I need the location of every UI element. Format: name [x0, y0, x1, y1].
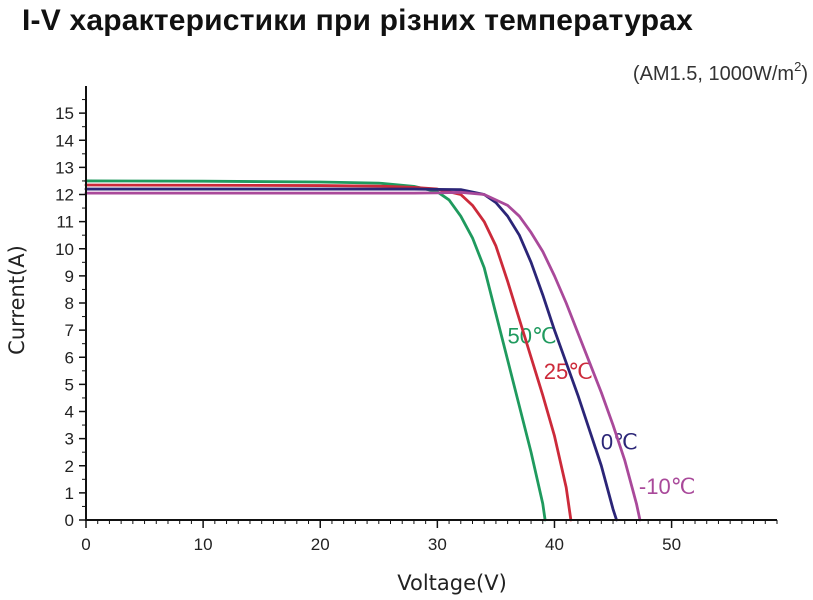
y-tick-label: 14 — [55, 131, 74, 150]
chart-subtitle: (AM1.5, 1000W/m2) — [633, 59, 808, 85]
y-tick-label: 0 — [65, 511, 74, 530]
series-label: -10℃ — [639, 474, 696, 499]
x-tick-label: 40 — [545, 535, 564, 554]
chart-title: I-V характеристики при різних температур… — [22, 4, 694, 37]
y-tick-label: 1 — [65, 484, 74, 503]
subtitle-prefix: (AM1.5, 1000W/m — [633, 63, 794, 85]
y-tick-label: 4 — [65, 403, 74, 422]
subtitle-superscript: 2 — [794, 59, 801, 74]
y-tick-label: 5 — [65, 375, 74, 394]
y-tick-label: 13 — [55, 158, 74, 177]
series-label: 50℃ — [507, 324, 556, 349]
x-tick-label: 20 — [311, 535, 330, 554]
y-axis-title: Current(A) — [5, 245, 29, 355]
y-tick-label: 2 — [65, 457, 74, 476]
x-tick-label: 30 — [428, 535, 447, 554]
y-tick-label: 15 — [55, 104, 74, 123]
y-tick-label: 9 — [65, 267, 74, 286]
series-line — [84, 190, 642, 522]
series-line — [84, 183, 573, 522]
y-tick-label: 11 — [56, 213, 74, 232]
x-axis-title: Voltage(V) — [397, 571, 507, 595]
y-tick-label: 10 — [55, 240, 74, 259]
y-tick-label: 8 — [65, 294, 74, 313]
subtitle-suffix: ) — [801, 63, 808, 85]
series-line — [84, 187, 618, 522]
y-tick-label: 7 — [65, 321, 74, 340]
y-tick-label: 12 — [55, 186, 74, 205]
x-tick-label: 0 — [81, 535, 90, 554]
y-tick-label: 6 — [65, 348, 74, 367]
series-line — [84, 179, 547, 522]
series-group: 50℃25℃0℃-10℃ — [84, 179, 696, 522]
y-tick-label: 3 — [65, 430, 74, 449]
x-tick-label: 10 — [194, 535, 213, 554]
x-tick-label: 50 — [662, 535, 681, 554]
